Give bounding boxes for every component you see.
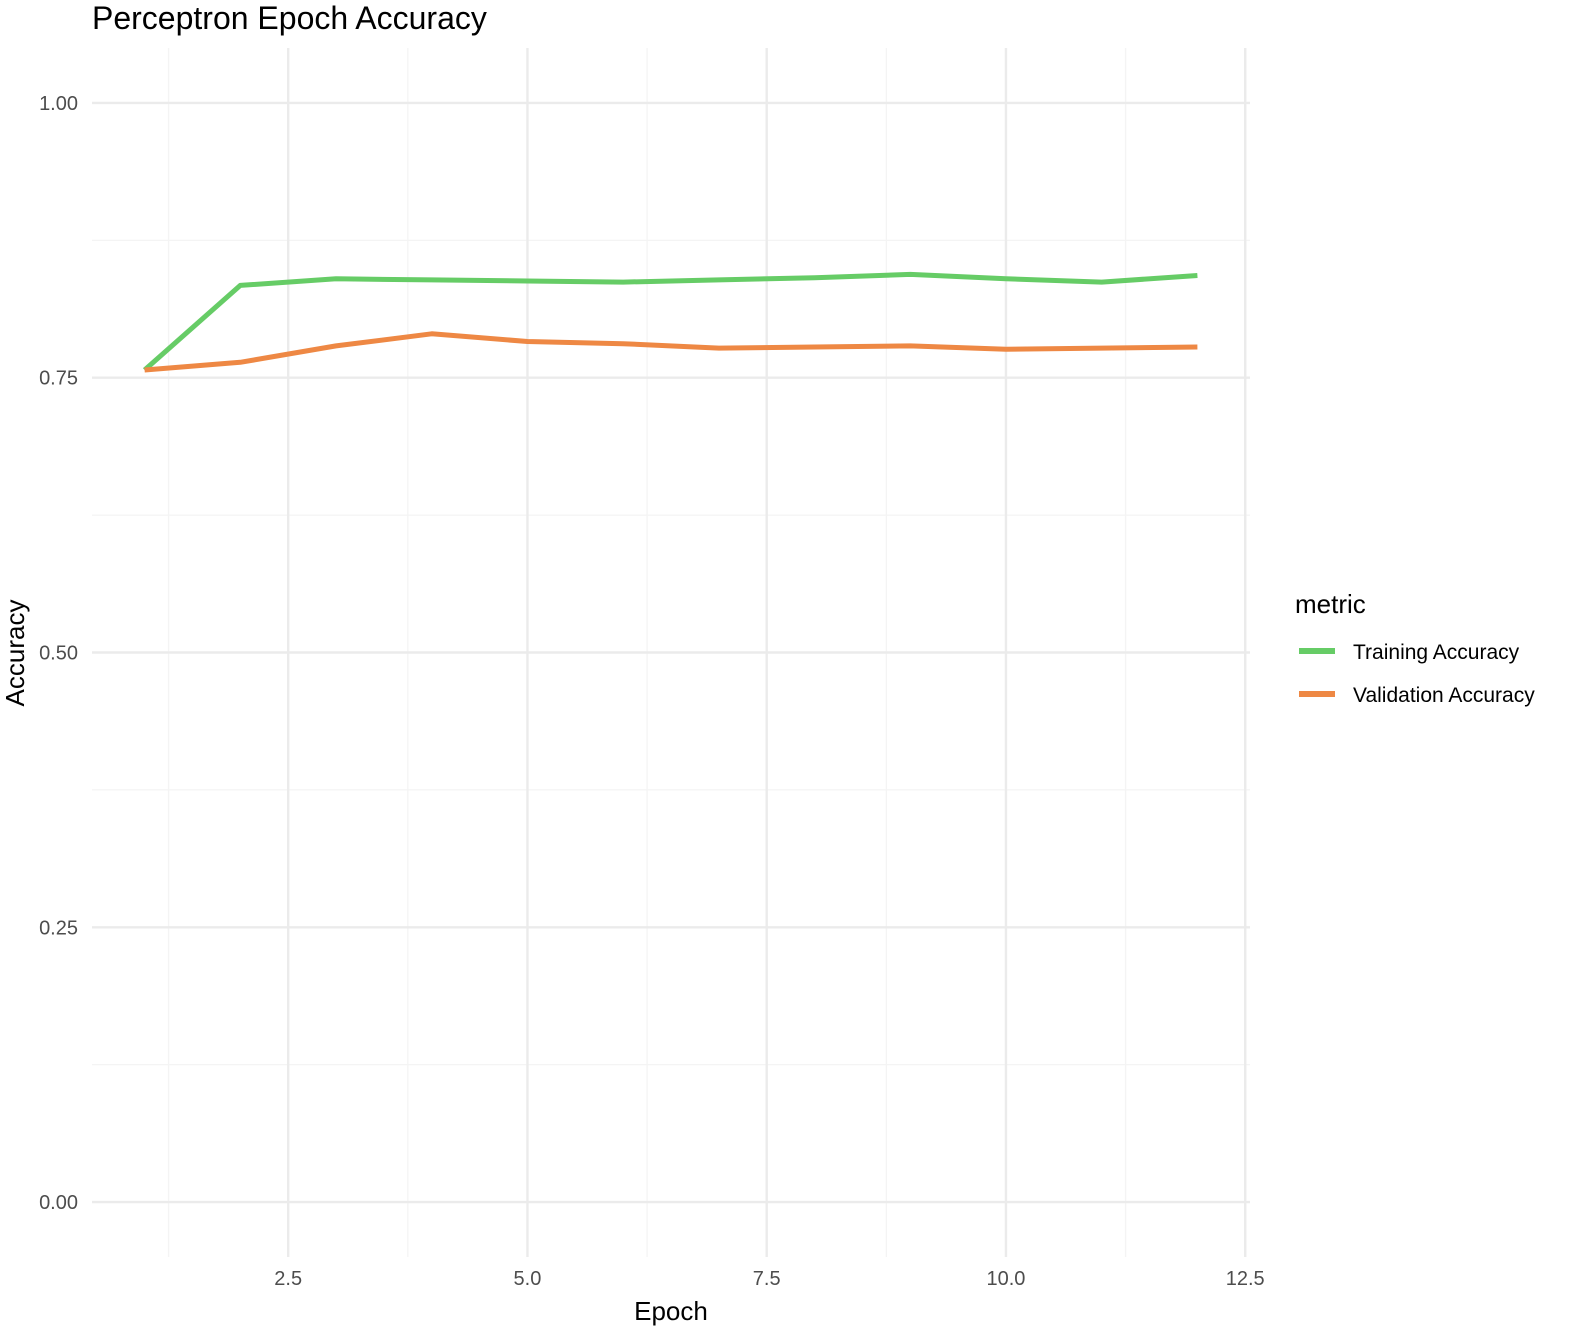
y-tick-label: 1.00 (39, 93, 78, 115)
training-accuracy-legend-label: Training Accuracy (1353, 641, 1520, 664)
x-axis-ticks: 2.5 5.0 7.5 10.0 12.5 (274, 1268, 1264, 1290)
training-accuracy-line (142, 271, 1198, 372)
y-tick-label: 0.50 (39, 643, 78, 665)
x-tick-label: 5.0 (514, 1268, 542, 1290)
x-tick-label: 10.0 (986, 1268, 1025, 1290)
chart-title: Perceptron Epoch Accuracy (92, 0, 487, 36)
x-tick-label: 12.5 (1226, 1268, 1265, 1290)
y-tick-label: 0.25 (39, 917, 78, 939)
y-axis-ticks: 0.00 0.25 0.50 0.75 1.00 (39, 93, 78, 1214)
validation-accuracy-line (144, 331, 1198, 373)
legend-title: metric (1295, 589, 1366, 619)
y-tick-label: 0.00 (39, 1192, 78, 1214)
major-gridlines (92, 48, 1250, 1257)
y-axis-title: Accuracy (0, 600, 30, 707)
x-tick-label: 2.5 (274, 1268, 302, 1290)
x-axis-title: Epoch (634, 1296, 708, 1326)
y-tick-label: 0.75 (39, 368, 78, 390)
legend: metric Training Accuracy Validation Accur… (1295, 589, 1535, 707)
legend-items: Training Accuracy Validation Accuracy (1299, 641, 1535, 707)
validation-accuracy-legend-label: Validation Accuracy (1353, 684, 1535, 707)
series-lines (142, 271, 1198, 373)
x-tick-label: 7.5 (753, 1268, 781, 1290)
